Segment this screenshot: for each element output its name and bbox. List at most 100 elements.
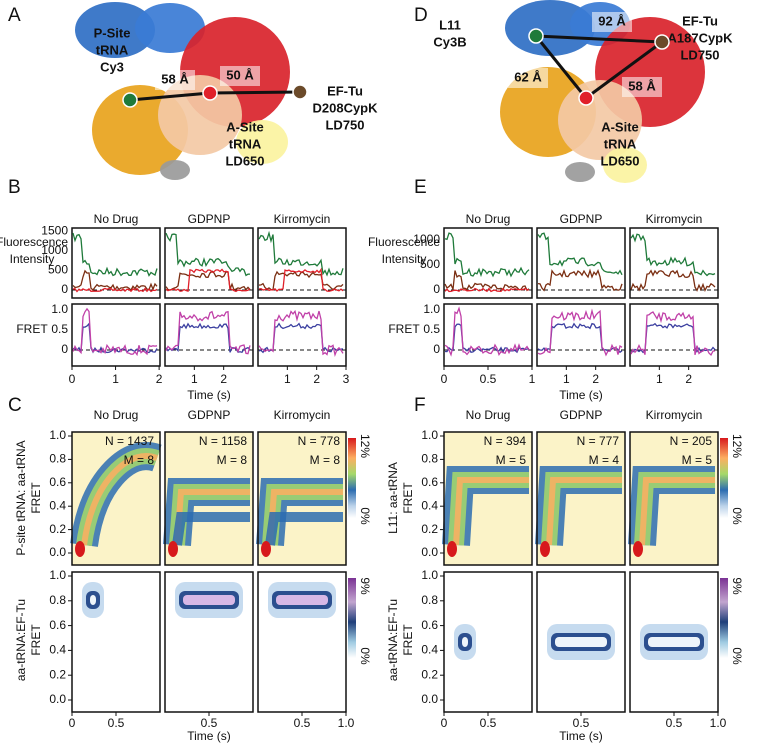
- protein-surface: [505, 0, 595, 56]
- dye: [122, 92, 138, 108]
- protein-surface: [565, 162, 595, 182]
- y-tick-label: 0.5: [423, 322, 440, 336]
- y-tick-label: 0.8: [49, 452, 66, 466]
- x-tick-label: 1: [191, 372, 198, 386]
- x-tick-label: 0: [69, 372, 76, 386]
- y-tick-label: 0.4: [49, 498, 66, 512]
- label-line: L11: [439, 17, 461, 32]
- label-line: Cy3: [100, 59, 124, 74]
- plot-frame: [257, 431, 347, 566]
- y-tick-label: 0.0: [49, 692, 66, 706]
- x-tick-label: 1: [656, 372, 663, 386]
- y-tick-label: 0.8: [421, 593, 438, 607]
- distance-bg: [622, 77, 662, 97]
- x-tick-label: 3: [343, 372, 350, 386]
- label-line: Fluorescence: [0, 235, 68, 249]
- donor-trace: [72, 232, 158, 277]
- x-tick-label: 0.5: [666, 716, 683, 730]
- y-axis-label: FRET: [401, 624, 415, 656]
- colorbar-label: 0%: [358, 647, 372, 665]
- y-tick-label: 0.6: [49, 475, 66, 489]
- plot-frame: [443, 227, 533, 299]
- y-tick-label: 1000: [413, 232, 440, 246]
- heatmap-peak: [90, 595, 96, 605]
- label-line: EF-Tu: [327, 83, 363, 98]
- acceptor-trace: [630, 269, 716, 292]
- y-axis-label: FRET: [401, 482, 415, 514]
- fret-magenta: [72, 307, 158, 357]
- heatmap-band: [453, 477, 529, 546]
- heatmap-spot: [447, 541, 457, 557]
- distance-arrow: [129, 91, 211, 102]
- heatmap-peak: [648, 637, 700, 647]
- protein-surface: [75, 2, 155, 58]
- fret-blue: [630, 322, 716, 354]
- panel-letter: A: [8, 5, 21, 26]
- colorbar: [720, 438, 728, 518]
- protein-surface: [135, 3, 205, 53]
- x-tick-label: 2: [685, 372, 692, 386]
- distance-label: 58 Å: [628, 78, 656, 93]
- fret-magenta: [165, 310, 251, 355]
- y-tick-label: 0.0: [49, 545, 66, 559]
- fret-magenta: [537, 308, 623, 357]
- acceptor-trace: [444, 270, 530, 292]
- label-line: Intensity: [10, 252, 55, 266]
- y-tick-label: 0.4: [421, 498, 438, 512]
- x-tick-label: 0: [69, 716, 76, 730]
- heatmap-band: [265, 512, 343, 546]
- heatmap-band: [546, 477, 622, 546]
- x-tick-label: 1.0: [338, 716, 355, 730]
- label-line: A187CypK: [667, 30, 733, 45]
- panel-letter: F: [414, 395, 426, 416]
- panel-letter: B: [8, 177, 21, 198]
- x-tick-label: 0.5: [480, 372, 497, 386]
- x-tick-label: 0.5: [294, 716, 311, 730]
- x-tick-label: 0: [441, 716, 448, 730]
- distance-arrow: [534, 35, 588, 99]
- panel-title: Kirromycin: [646, 408, 703, 422]
- x-tick-label: 2: [156, 372, 163, 386]
- x-tick-label: 0.5: [480, 716, 497, 730]
- distance-arrow: [585, 40, 663, 100]
- red-trace: [258, 267, 344, 292]
- colorbar: [348, 438, 356, 518]
- colorbar: [720, 578, 728, 658]
- plot-frame: [629, 431, 719, 566]
- y-tick-label: 0.6: [421, 618, 438, 632]
- distance-bg: [508, 68, 548, 88]
- stat-label: M = 8: [217, 453, 248, 467]
- colorbar-label: 0%: [730, 507, 744, 525]
- protein-surface: [160, 160, 190, 180]
- colorbar-label: 12%: [358, 434, 372, 458]
- stat-label: M = 4: [589, 453, 620, 467]
- x-tick-label: 1: [112, 372, 119, 386]
- heatmap-band: [172, 512, 250, 546]
- y-axis-label: aa-tRNA:EF-Tu: [14, 599, 28, 681]
- colorbar-label: 0%: [730, 647, 744, 665]
- x-tick-label: 1.0: [710, 716, 727, 730]
- stat-label: N = 394: [484, 434, 527, 448]
- distance-bg: [155, 70, 195, 90]
- x-axis-label: Time (s): [559, 388, 603, 402]
- y-tick-label: 0.2: [49, 667, 66, 681]
- y-axis-label: FRET: [29, 482, 43, 514]
- donor-trace: [444, 232, 530, 278]
- label-line: LD750: [680, 47, 719, 62]
- colorbar-label: 9%: [730, 577, 744, 595]
- heatmap-spot: [633, 541, 643, 557]
- x-tick-label: 2: [592, 372, 599, 386]
- colorbar-label: 9%: [358, 577, 372, 595]
- protein-surface: [236, 120, 288, 164]
- x-tick-label: 0.5: [573, 716, 590, 730]
- heatmap-spot: [261, 541, 271, 557]
- y-tick-label: 0.2: [49, 522, 66, 536]
- stat-label: N = 777: [577, 434, 620, 448]
- x-axis-label: Time (s): [187, 388, 231, 402]
- fret-blue: [165, 322, 251, 354]
- heatmap-spot: [75, 541, 85, 557]
- panel-title: No Drug: [466, 212, 511, 226]
- heatmap-band: [639, 477, 715, 546]
- distance-arrow: [209, 90, 301, 95]
- fret-blue: [258, 322, 344, 354]
